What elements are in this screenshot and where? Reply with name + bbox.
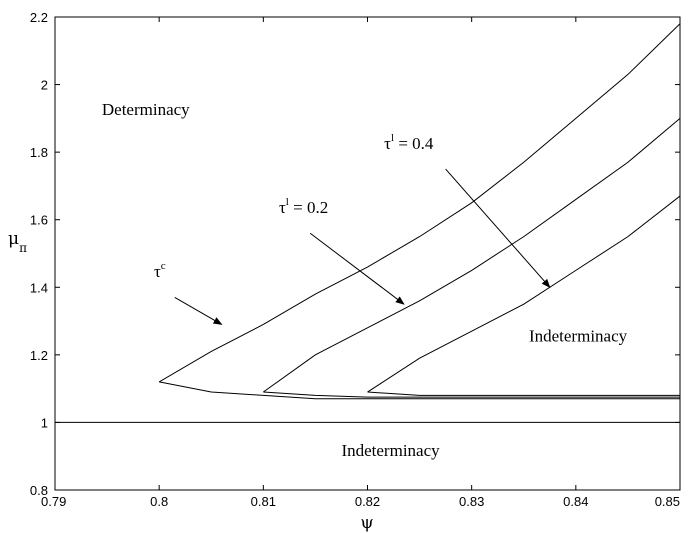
annotation-label-2: τl = 0.4 xyxy=(384,132,434,153)
y-tick-label: 2 xyxy=(41,78,48,93)
region-label-indeterminacy: Indeterminacy xyxy=(341,441,440,460)
series-2-lower-boundary xyxy=(367,391,680,396)
y-tick-label: 1.2 xyxy=(30,348,48,363)
y-tick-label: 0.8 xyxy=(30,483,48,498)
y-tick-label: 1.6 xyxy=(30,213,48,228)
series-1-lower-boundary xyxy=(263,391,680,398)
annotation-label-0: τc xyxy=(154,260,166,281)
annotation-arrow-0 xyxy=(174,296,223,325)
y-axis-title-sub: π xyxy=(19,241,27,255)
y-tick-label: 1.8 xyxy=(30,145,48,160)
annotations: τc τl = 0.2 τl = 0.4 xyxy=(154,132,551,325)
region-label-indeterminacy: Indeterminacy xyxy=(529,326,628,345)
region-label-determinacy: Determinacy xyxy=(102,100,190,119)
y-tick-label: 1 xyxy=(41,415,48,430)
x-axis-title: ψ xyxy=(360,513,373,533)
y-axis-title-main: μ xyxy=(8,229,19,249)
series-layer xyxy=(158,23,681,400)
y-axis-title: μπ xyxy=(8,229,27,255)
region-labels: Determinacy Indeterminacy Indeterminacy xyxy=(102,100,628,460)
series-0-upper-boundary xyxy=(158,23,681,383)
x-tick-label: 0.8 xyxy=(150,494,168,509)
series-2-upper-boundary xyxy=(367,195,681,393)
annotation-arrow-2 xyxy=(445,168,551,288)
x-tick-label: 0.81 xyxy=(251,494,276,509)
x-tick-label: 0.85 xyxy=(655,494,680,509)
x-tick-label: 0.82 xyxy=(355,494,380,509)
annotation-label-1: τl = 0.2 xyxy=(279,196,328,217)
series-0-lower-boundary xyxy=(159,381,680,400)
y-tick-label: 1.4 xyxy=(30,280,48,295)
y-axis-ticks: 0.8 1 1.2 1.4 1.6 1.8 2 2.2 xyxy=(30,10,680,498)
x-axis-ticks: 0.79 0.8 0.81 0.82 0.83 0.84 0.85 xyxy=(41,17,681,509)
x-tick-label: 0.83 xyxy=(459,494,484,509)
y-tick-label: 2.2 xyxy=(30,10,48,25)
annotation-arrow-1 xyxy=(309,232,405,305)
x-tick-label: 0.84 xyxy=(563,494,588,509)
series-1-upper-boundary xyxy=(263,117,681,393)
plot-area xyxy=(54,16,681,491)
x-tick-label: 0.79 xyxy=(41,494,66,509)
